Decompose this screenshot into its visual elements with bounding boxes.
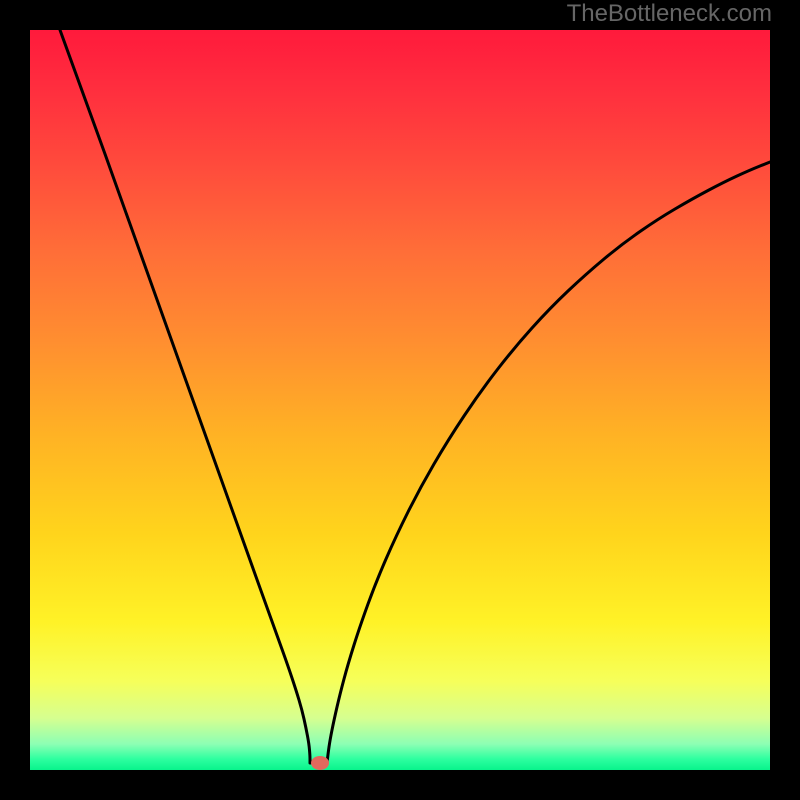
chart-frame: TheBottleneck.com: [0, 0, 800, 800]
plot-area: [30, 30, 770, 770]
gradient-chart-svg: [30, 30, 770, 770]
watermark-text: TheBottleneck.com: [567, 0, 772, 28]
minimum-marker: [311, 756, 329, 770]
gradient-background: [30, 30, 770, 770]
